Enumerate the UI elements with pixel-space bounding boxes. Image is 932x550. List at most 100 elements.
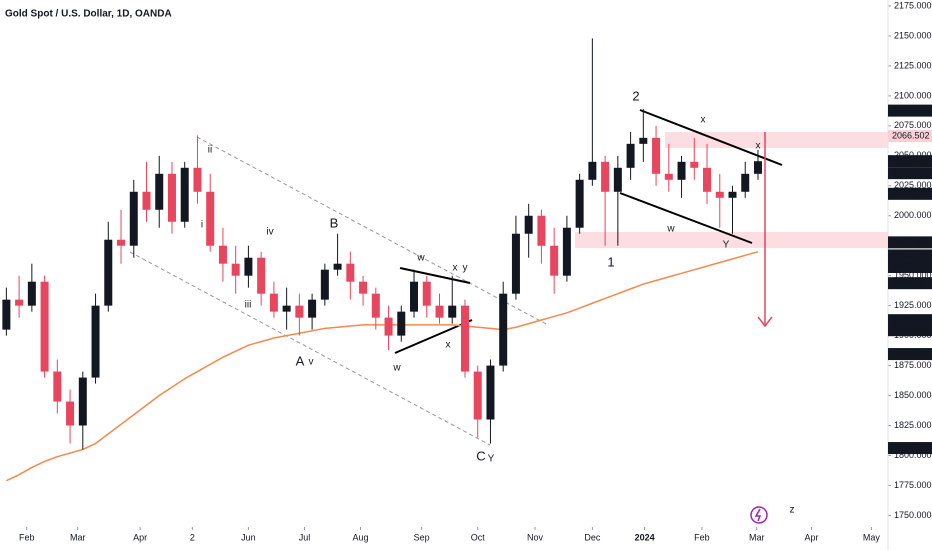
y-tick-label: 2175.000 — [894, 0, 932, 10]
icon[interactable] — [750, 506, 768, 524]
x-tick-label: 2 — [190, 532, 195, 542]
wave-label: x — [701, 115, 706, 126]
price-label: 1966.879 — [892, 250, 930, 260]
candle-body — [66, 401, 75, 426]
candle-body — [473, 371, 482, 420]
price-label-box — [888, 104, 932, 117]
price-label-box — [888, 236, 932, 249]
wave-label: i — [201, 220, 203, 231]
y-tick-label: 2150.000 — [894, 30, 932, 40]
candle-body — [15, 299, 24, 306]
candle-body — [2, 299, 11, 330]
price-label: 1806.196 — [892, 442, 930, 452]
candle-body — [104, 239, 113, 306]
candle-body — [550, 245, 559, 276]
candle-body — [741, 173, 750, 192]
y-tick-label: 1850.000 — [894, 390, 932, 400]
x-tick-label: Feb — [694, 532, 710, 542]
wave-label: y — [463, 263, 468, 274]
candle-body — [486, 365, 495, 420]
icon-bolt — [754, 508, 762, 522]
candle-body — [715, 191, 724, 198]
wave-label: 2 — [632, 88, 639, 103]
wave-label: Y — [488, 454, 495, 465]
y-tick-label: 2100.000 — [894, 90, 932, 100]
wave-label: ii — [208, 145, 212, 156]
candle-body — [448, 305, 457, 318]
x-tick-label: May — [863, 532, 881, 542]
y-tick-label: 2075.000 — [894, 120, 932, 130]
candle-body — [460, 305, 469, 372]
price-label: 1884.609 — [892, 348, 930, 358]
candle-body — [664, 173, 673, 180]
y-tick-label: 2000.000 — [894, 210, 932, 220]
resistance-zone — [665, 132, 888, 148]
candle-body — [295, 305, 304, 318]
candle-body — [435, 305, 444, 318]
candle-body — [308, 299, 317, 318]
candle-body — [333, 263, 342, 270]
candle-body — [282, 305, 291, 312]
x-tick-label: Sep — [414, 532, 430, 542]
arrow-head — [757, 316, 773, 328]
x-tick-label: Dec — [584, 532, 601, 542]
price-label: 2087.712 — [892, 105, 930, 115]
wave-label: B — [330, 215, 339, 230]
candle-body — [167, 173, 176, 222]
price-label: 2066.502 — [892, 130, 930, 140]
candle-body — [180, 167, 189, 222]
candle-body — [575, 179, 584, 228]
y-tick-label: 1925.000 — [894, 300, 932, 310]
price-label-box — [888, 314, 932, 327]
candle-body — [626, 143, 635, 168]
x-tick-label: Apr — [133, 532, 147, 542]
candle-body — [753, 161, 762, 174]
x-tick-label: Jun — [241, 532, 256, 542]
price-label-box — [888, 155, 932, 168]
x-tick-label: Apr — [804, 532, 818, 542]
y-tick-label: 1800.000 — [894, 450, 932, 460]
candle-body — [40, 281, 49, 372]
candle-body — [155, 173, 164, 210]
candle-body — [562, 227, 571, 276]
candle-body — [410, 281, 419, 312]
y-tick-label: 1950.000 — [894, 270, 932, 280]
trend-line — [399, 267, 471, 284]
candle-body — [218, 245, 227, 264]
candle-body — [511, 233, 520, 294]
price-label-box — [888, 277, 932, 290]
y-tick-label: 2125.000 — [894, 60, 932, 70]
price-label-box — [888, 442, 932, 455]
candle-body — [27, 281, 36, 306]
wave-label: Y — [723, 240, 730, 251]
countdown-box — [888, 167, 932, 180]
wave-label: 1 — [607, 254, 614, 269]
candle-body — [371, 293, 380, 318]
price-label-box — [888, 249, 932, 262]
price-label: 1977.805 — [892, 237, 930, 247]
candle-body — [257, 257, 266, 294]
wave-label: z — [790, 505, 795, 516]
moving-average — [6, 250, 759, 482]
wave-label: x — [446, 340, 451, 351]
x-tick-label: Mar — [749, 532, 765, 542]
candle-body — [384, 317, 393, 336]
candle-body — [117, 239, 126, 246]
candle-body — [524, 215, 533, 234]
x-tick-label: 2024 — [635, 532, 655, 542]
price-label-box — [888, 130, 932, 143]
channel-line — [196, 136, 549, 326]
chart-title: Gold Spot / U.S. Dollar, 1D, OANDA — [5, 9, 172, 20]
wave-label: x — [756, 141, 761, 152]
y-tick-label: 1825.000 — [894, 420, 932, 430]
price-label: 1943.74 — [892, 278, 925, 288]
x-tick-label: Jul — [299, 532, 311, 542]
candle-body — [639, 137, 648, 144]
candle-body — [422, 281, 431, 306]
y-tick-label: 1875.000 — [894, 360, 932, 370]
y-tick-label: 2025.000 — [894, 180, 932, 190]
candle-body — [703, 167, 712, 192]
price-label: 2018.297 — [892, 188, 930, 198]
y-tick-label: 1750.000 — [894, 510, 932, 520]
